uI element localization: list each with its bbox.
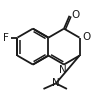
Text: N: N (52, 78, 60, 88)
Text: O: O (72, 10, 80, 20)
Text: O: O (82, 32, 91, 42)
Text: N: N (59, 65, 67, 75)
Text: F: F (3, 33, 9, 43)
